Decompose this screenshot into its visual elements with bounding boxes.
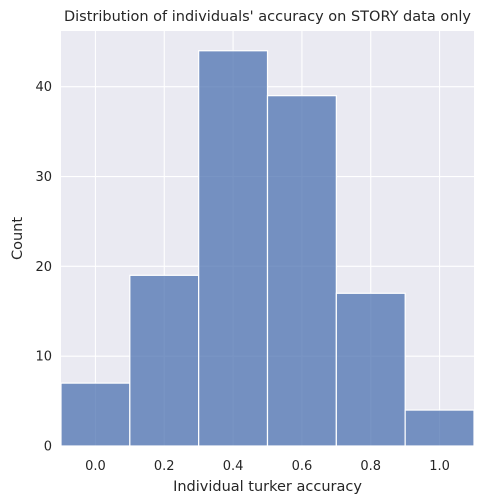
y-tick-label: 0 bbox=[44, 440, 52, 455]
x-tick-label: 0.8 bbox=[360, 459, 381, 474]
histogram-bar-4 bbox=[335, 292, 406, 447]
histogram-bar-0 bbox=[60, 382, 131, 447]
x-tick-label: 0.4 bbox=[223, 459, 244, 474]
histogram-bar-1 bbox=[129, 274, 200, 447]
histogram-bar-3 bbox=[266, 95, 337, 447]
y-tick-label: 30 bbox=[35, 170, 52, 185]
x-tick-label: 0.2 bbox=[154, 459, 175, 474]
y-tick-label: 40 bbox=[35, 80, 52, 95]
x-axis-title: Individual turker accuracy bbox=[173, 479, 362, 495]
histogram-bar-2 bbox=[198, 50, 269, 447]
y-axis-title: Count bbox=[10, 217, 26, 260]
bars bbox=[60, 50, 475, 447]
x-tick-labels: 0.0 0.2 0.4 0.6 0.8 1.0 bbox=[85, 459, 450, 474]
x-tick-label: 0.6 bbox=[292, 459, 313, 474]
x-tick-label: 1.0 bbox=[429, 459, 450, 474]
histogram-bar-5 bbox=[404, 409, 475, 447]
y-tick-labels: 0 10 20 30 40 bbox=[35, 80, 52, 454]
x-tick-label: 0.0 bbox=[85, 459, 106, 474]
chart-title: Distribution of individuals' accuracy on… bbox=[64, 9, 471, 25]
y-tick-label: 10 bbox=[35, 350, 52, 365]
y-tick-label: 20 bbox=[35, 260, 52, 275]
